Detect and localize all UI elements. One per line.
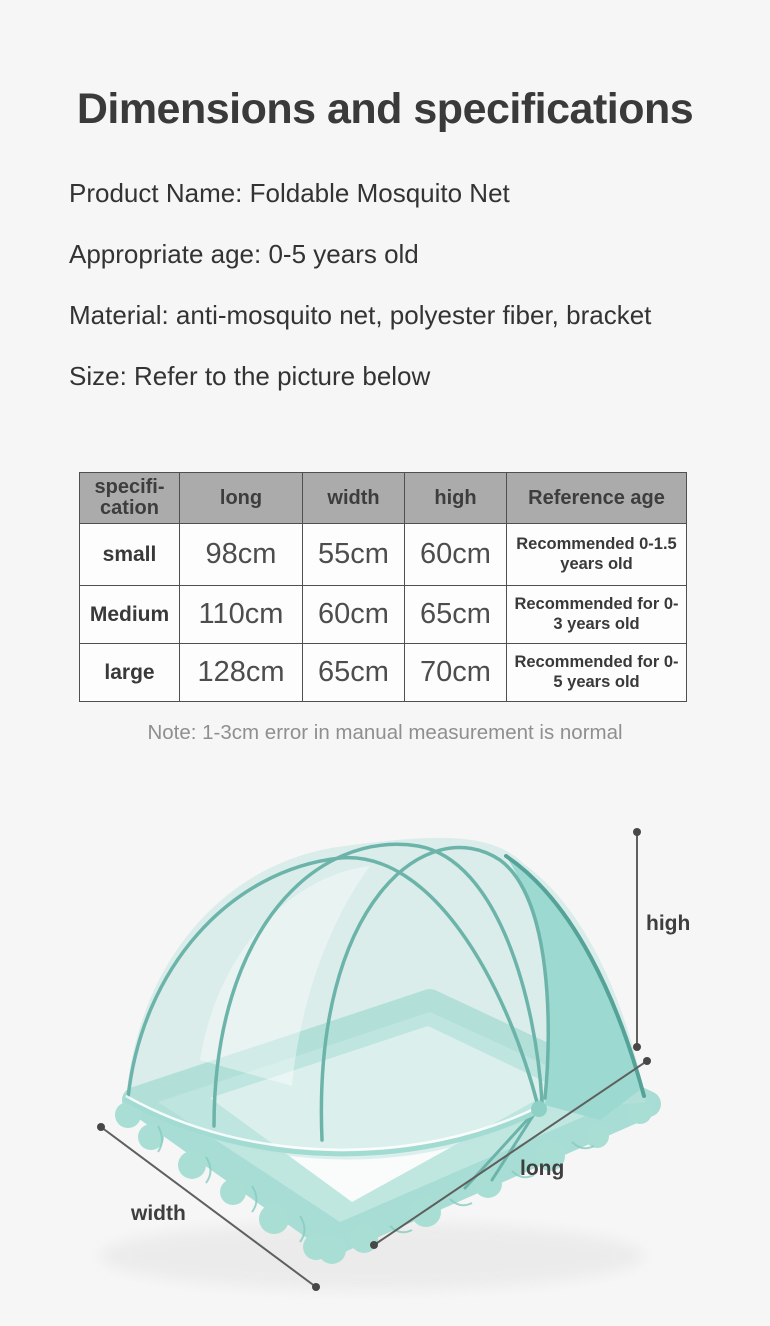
small-age: Recommended 0-1.5 years old <box>506 523 687 586</box>
header-specification: specifi-cation <box>79 472 180 524</box>
material-line: Material: anti-mosquito net, polyester f… <box>69 300 652 330</box>
table-header-row: specifi-cation long width high Reference… <box>79 472 687 524</box>
header-width: width <box>302 472 405 524</box>
medium-long: 110cm <box>179 585 303 644</box>
size-line: Size: Refer to the picture below <box>69 361 431 391</box>
small-long: 98cm <box>179 523 303 586</box>
size-medium: Medium <box>79 585 180 644</box>
width-dimension-line <box>100 1126 317 1288</box>
net-sheen <box>200 866 370 1086</box>
page-title: Dimensions and specifications <box>76 84 694 133</box>
large-age: Recommended for 0-5 years old <box>506 643 687 702</box>
product-shadow <box>100 1222 644 1290</box>
large-long: 128cm <box>179 643 303 702</box>
product-name-line: Product Name: Foldable Mosquito Net <box>69 178 510 208</box>
medium-width: 60cm <box>302 585 405 644</box>
size-large: large <box>79 643 180 702</box>
spec-table-wrap: specifi-cation long width high Reference… <box>79 472 687 702</box>
measurement-note: Note: 1-3cm error in manual measurement … <box>147 721 623 744</box>
high-dimension-label: high <box>646 912 691 935</box>
mosquito-net-illustration <box>97 828 661 1291</box>
long-dimension-line <box>373 1060 648 1246</box>
width-dimension-label: width <box>131 1202 186 1225</box>
table-row: Medium 110cm 60cm 65cm Recommended for 0… <box>79 585 687 644</box>
medium-age: Recommended for 0-3 years old <box>506 585 687 644</box>
size-small: small <box>79 523 180 586</box>
back-panel <box>506 856 640 1120</box>
dimension-lines <box>100 832 648 1288</box>
long-dimension-label: long <box>520 1157 565 1180</box>
spec-table: specifi-cation long width high Reference… <box>79 472 687 702</box>
net-front-hem <box>123 1097 543 1157</box>
product-info-block: Product Name: Foldable Mosquito Net Appr… <box>69 180 651 389</box>
net-dome <box>126 837 646 1160</box>
header-reference-age: Reference age <box>506 472 687 524</box>
table-row: small 98cm 55cm 60cm Recommended 0-1.5 y… <box>79 523 687 586</box>
small-high: 60cm <box>404 523 507 586</box>
table-row: large 128cm 65cm 70cm Recommended for 0-… <box>79 643 687 702</box>
net-front-hem-highlight <box>125 1094 541 1151</box>
dimension-dots <box>97 828 651 1291</box>
small-width: 55cm <box>302 523 405 586</box>
appropriate-age-line: Appropriate age: 0-5 years old <box>69 239 419 269</box>
medium-high: 65cm <box>404 585 507 644</box>
large-width: 65cm <box>302 643 405 702</box>
header-high: high <box>404 472 507 524</box>
header-long: long <box>179 472 303 524</box>
frame-gather-point <box>531 1101 547 1117</box>
large-high: 70cm <box>404 643 507 702</box>
